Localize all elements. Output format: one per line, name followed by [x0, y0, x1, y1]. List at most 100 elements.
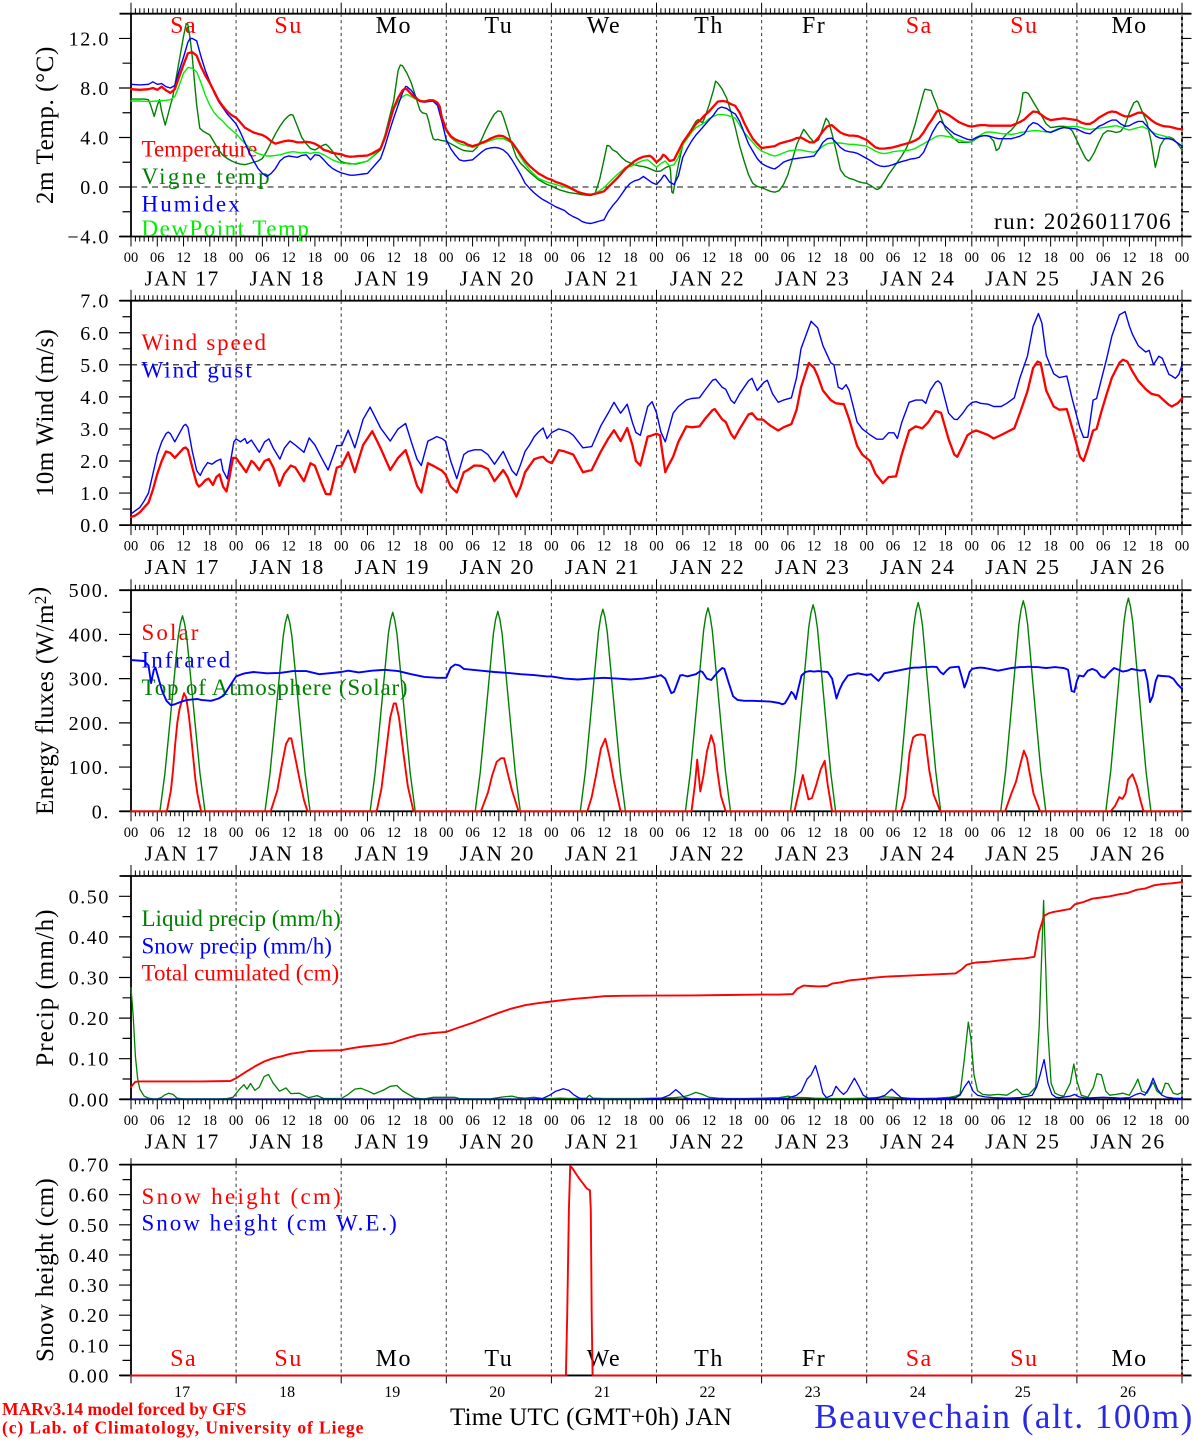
svg-text:00: 00 — [439, 539, 454, 555]
svg-text:00: 00 — [229, 1113, 244, 1129]
svg-text:Fr: Fr — [802, 1346, 826, 1372]
svg-text:0.00: 0.00 — [69, 1089, 110, 1111]
svg-text:18: 18 — [728, 250, 743, 266]
svg-text:Beauvechain (alt. 100m): Beauvechain (alt. 100m) — [814, 1397, 1194, 1436]
svg-text:18: 18 — [1148, 539, 1163, 555]
svg-text:06: 06 — [465, 825, 480, 841]
svg-text:00: 00 — [124, 825, 139, 841]
svg-text:18: 18 — [203, 1113, 218, 1129]
svg-text:12: 12 — [492, 1113, 507, 1129]
svg-text:JAN 20: JAN 20 — [460, 841, 535, 865]
svg-text:0.10: 0.10 — [69, 1049, 110, 1071]
svg-text:00: 00 — [544, 1113, 559, 1129]
svg-text:12: 12 — [702, 250, 717, 266]
svg-text:00: 00 — [859, 539, 874, 555]
svg-text:JAN 22: JAN 22 — [670, 1129, 745, 1153]
svg-text:18: 18 — [938, 825, 953, 841]
svg-text:Su: Su — [274, 13, 302, 39]
svg-text:JAN 18: JAN 18 — [249, 1129, 324, 1153]
svg-text:JAN 23: JAN 23 — [775, 1129, 850, 1153]
svg-text:00: 00 — [334, 539, 349, 555]
svg-text:Time UTC (GMT+0h) JAN: Time UTC (GMT+0h) JAN — [450, 1404, 732, 1431]
svg-text:06: 06 — [360, 539, 375, 555]
svg-text:0.: 0. — [92, 801, 110, 823]
svg-text:12: 12 — [387, 1113, 402, 1129]
svg-text:00: 00 — [229, 539, 244, 555]
svg-text:18: 18 — [728, 539, 743, 555]
svg-text:JAN 23: JAN 23 — [775, 841, 850, 865]
svg-text:00: 00 — [544, 250, 559, 266]
svg-text:12: 12 — [176, 825, 191, 841]
svg-text:18: 18 — [413, 825, 428, 841]
svg-text:Mo: Mo — [1111, 1346, 1147, 1372]
svg-text:00: 00 — [1070, 539, 1085, 555]
svg-text:00: 00 — [649, 1113, 664, 1129]
svg-text:12: 12 — [1017, 539, 1032, 555]
svg-text:0.10: 0.10 — [69, 1335, 110, 1357]
svg-text:3.0: 3.0 — [80, 419, 110, 441]
svg-text:12: 12 — [176, 539, 191, 555]
svg-text:06: 06 — [1096, 825, 1111, 841]
svg-text:JAN 17: JAN 17 — [144, 841, 219, 865]
svg-text:0.30: 0.30 — [69, 968, 110, 990]
svg-text:Sa: Sa — [170, 1346, 197, 1372]
svg-text:06: 06 — [360, 825, 375, 841]
svg-text:06: 06 — [150, 250, 165, 266]
svg-text:18: 18 — [623, 1113, 638, 1129]
svg-text:00: 00 — [124, 250, 139, 266]
svg-text:Wind gust: Wind gust — [142, 358, 254, 383]
svg-text:Th: Th — [694, 1346, 724, 1372]
svg-text:00: 00 — [124, 539, 139, 555]
svg-text:JAN 25: JAN 25 — [985, 841, 1060, 865]
svg-text:Snow height (cm): Snow height (cm) — [142, 1184, 344, 1209]
svg-text:JAN 22: JAN 22 — [670, 841, 745, 865]
svg-text:06: 06 — [886, 250, 901, 266]
svg-text:06: 06 — [781, 250, 796, 266]
svg-text:Sa: Sa — [906, 1346, 933, 1372]
svg-text:23: 23 — [805, 1384, 821, 1401]
svg-text:0.50: 0.50 — [69, 1215, 110, 1237]
svg-text:12: 12 — [1122, 825, 1137, 841]
svg-text:12: 12 — [702, 1113, 717, 1129]
svg-text:12: 12 — [912, 539, 927, 555]
svg-text:Fr: Fr — [802, 13, 826, 39]
svg-text:JAN 18: JAN 18 — [249, 841, 324, 865]
svg-text:06: 06 — [465, 539, 480, 555]
svg-text:500.: 500. — [69, 580, 110, 602]
svg-text:JAN 19: JAN 19 — [355, 841, 430, 865]
svg-text:06: 06 — [150, 1113, 165, 1129]
svg-text:00: 00 — [1175, 250, 1190, 266]
svg-text:JAN 23: JAN 23 — [775, 555, 850, 579]
svg-text:18: 18 — [279, 1384, 295, 1401]
svg-text:00: 00 — [649, 539, 664, 555]
svg-text:2m Temp. (°C): 2m Temp. (°C) — [32, 46, 59, 204]
svg-text:18: 18 — [203, 825, 218, 841]
svg-text:06: 06 — [991, 250, 1006, 266]
svg-text:JAN 21: JAN 21 — [565, 841, 640, 865]
svg-text:12: 12 — [597, 1113, 612, 1129]
svg-text:12: 12 — [281, 250, 296, 266]
svg-text:Wind speed: Wind speed — [142, 330, 268, 355]
svg-text:0.50: 0.50 — [69, 886, 110, 908]
svg-text:25: 25 — [1015, 1384, 1031, 1401]
svg-text:−4.0: −4.0 — [67, 227, 110, 249]
svg-text:JAN 20: JAN 20 — [460, 267, 535, 291]
svg-text:JAN 26: JAN 26 — [1090, 267, 1165, 291]
svg-text:JAN 17: JAN 17 — [144, 267, 219, 291]
svg-text:00: 00 — [965, 250, 980, 266]
svg-text:06: 06 — [360, 1113, 375, 1129]
svg-text:18: 18 — [833, 250, 848, 266]
svg-text:JAN 26: JAN 26 — [1090, 555, 1165, 579]
svg-text:06: 06 — [781, 1113, 796, 1129]
svg-text:12: 12 — [1122, 1113, 1137, 1129]
svg-text:JAN 18: JAN 18 — [249, 555, 324, 579]
svg-text:JAN 19: JAN 19 — [355, 555, 430, 579]
svg-text:12: 12 — [387, 539, 402, 555]
svg-text:00: 00 — [649, 825, 664, 841]
svg-text:12: 12 — [1017, 250, 1032, 266]
svg-text:Sa: Sa — [906, 13, 933, 39]
svg-text:Top of Atmosphere (Solar): Top of Atmosphere (Solar) — [142, 675, 409, 700]
svg-text:12: 12 — [281, 1113, 296, 1129]
svg-text:06: 06 — [1096, 539, 1111, 555]
svg-text:Humidex: Humidex — [142, 192, 242, 217]
